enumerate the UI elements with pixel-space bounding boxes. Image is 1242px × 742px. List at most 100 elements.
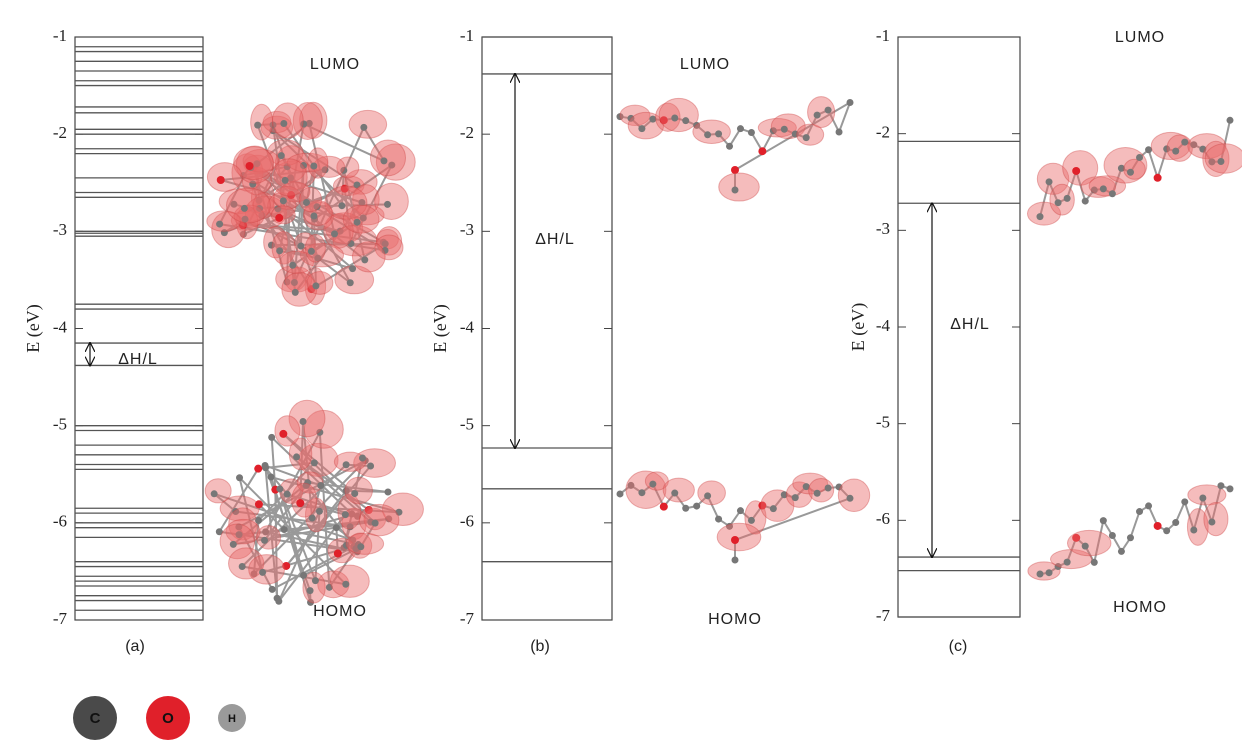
atom xyxy=(308,248,315,255)
atom xyxy=(825,485,832,492)
atom xyxy=(292,289,299,296)
y-tick-label: -3 xyxy=(876,219,890,238)
orbital-lobe xyxy=(249,555,285,585)
atom xyxy=(638,125,645,132)
y-tick-label: -1 xyxy=(53,26,67,45)
atom xyxy=(275,214,283,222)
atom xyxy=(255,517,262,524)
atom xyxy=(372,520,379,527)
atom xyxy=(334,549,342,557)
atom xyxy=(704,492,711,499)
atom xyxy=(300,418,307,425)
orbital-lobe xyxy=(659,98,698,131)
orbital-lobe xyxy=(330,565,369,597)
atom xyxy=(715,130,722,137)
atom xyxy=(276,247,283,254)
orbital-lobe xyxy=(1204,502,1228,535)
panel-caption: (b) xyxy=(530,638,550,655)
atom xyxy=(1072,167,1080,175)
atom xyxy=(282,177,289,184)
atom xyxy=(1100,517,1107,524)
atom xyxy=(1082,543,1089,550)
atom xyxy=(847,495,854,502)
atom xyxy=(803,134,810,141)
atom xyxy=(254,122,261,129)
atom xyxy=(239,563,246,570)
atom xyxy=(1037,213,1044,220)
orbital-lobe xyxy=(205,479,231,503)
orbital-lobe xyxy=(299,187,321,211)
atom xyxy=(276,485,283,492)
atom xyxy=(1037,571,1044,578)
atom xyxy=(1109,532,1116,539)
atom xyxy=(1136,154,1143,161)
y-tick-label: -7 xyxy=(460,609,475,628)
atom xyxy=(770,505,777,512)
atom xyxy=(715,516,722,523)
atom xyxy=(1227,117,1234,124)
atom xyxy=(737,125,744,132)
orbital-lobe xyxy=(305,234,325,262)
atom xyxy=(1199,494,1206,501)
orbital-lobe xyxy=(838,479,869,512)
y-tick-label: -3 xyxy=(460,220,474,239)
lumo-label: LUMO xyxy=(1115,29,1165,46)
orbital-lobe xyxy=(1124,159,1146,179)
atom xyxy=(384,488,391,495)
atom xyxy=(731,536,739,544)
homo-label: HOMO xyxy=(1113,599,1167,616)
atom xyxy=(748,517,755,524)
legend-label: O xyxy=(162,710,174,727)
atom xyxy=(262,462,269,469)
atom xyxy=(1217,482,1224,489)
atom xyxy=(748,129,755,136)
y-tick-label: -3 xyxy=(53,220,67,239)
atom xyxy=(361,256,368,263)
atom xyxy=(1046,178,1053,185)
atom xyxy=(269,586,276,593)
orbital-lobe xyxy=(717,523,761,551)
y-axis-label: E (eV) xyxy=(430,304,451,352)
gap-label: ΔH/L xyxy=(535,231,575,248)
atom xyxy=(216,221,223,228)
atom xyxy=(1055,199,1062,206)
atom xyxy=(726,143,733,150)
y-tick-label: -4 xyxy=(460,317,475,336)
atom xyxy=(1046,569,1053,576)
orbital-lobe xyxy=(271,159,307,196)
orbital-lobe xyxy=(375,183,409,219)
atom xyxy=(312,282,319,289)
orbital-lobe xyxy=(352,242,385,272)
y-tick-label: -5 xyxy=(876,413,890,432)
gap-label: ΔH/L xyxy=(950,316,990,333)
figure: -1-2-3-4-5-6-7E (eV)ΔH/LLUMOHOMO(a)-1-2-… xyxy=(0,0,1242,742)
y-tick-label: -6 xyxy=(460,512,474,531)
atom xyxy=(649,481,656,488)
atom xyxy=(384,201,391,208)
orbital-lobe xyxy=(1067,530,1110,555)
atom xyxy=(310,213,317,220)
orbital-lobe xyxy=(308,148,328,178)
orbital-lobe xyxy=(207,163,242,192)
atom xyxy=(284,491,291,498)
atom xyxy=(259,569,266,576)
panel-caption: (a) xyxy=(125,638,145,655)
atom xyxy=(307,587,314,594)
atom xyxy=(255,500,263,508)
atom xyxy=(1154,174,1162,182)
atom xyxy=(682,505,689,512)
y-tick-label: -4 xyxy=(53,317,68,336)
atom xyxy=(1181,498,1188,505)
y-tick-label: -5 xyxy=(53,415,67,434)
atom xyxy=(617,490,624,497)
orbital-lobe xyxy=(292,483,317,517)
atom xyxy=(354,219,361,226)
orbital-lobe xyxy=(370,140,405,176)
y-tick-label: -7 xyxy=(876,606,891,625)
atom xyxy=(1064,559,1071,566)
atom xyxy=(781,126,788,133)
y-tick-label: -2 xyxy=(460,123,474,142)
orbital-lobe xyxy=(1050,184,1074,215)
y-tick-label: -2 xyxy=(876,123,890,142)
atom xyxy=(317,482,324,489)
